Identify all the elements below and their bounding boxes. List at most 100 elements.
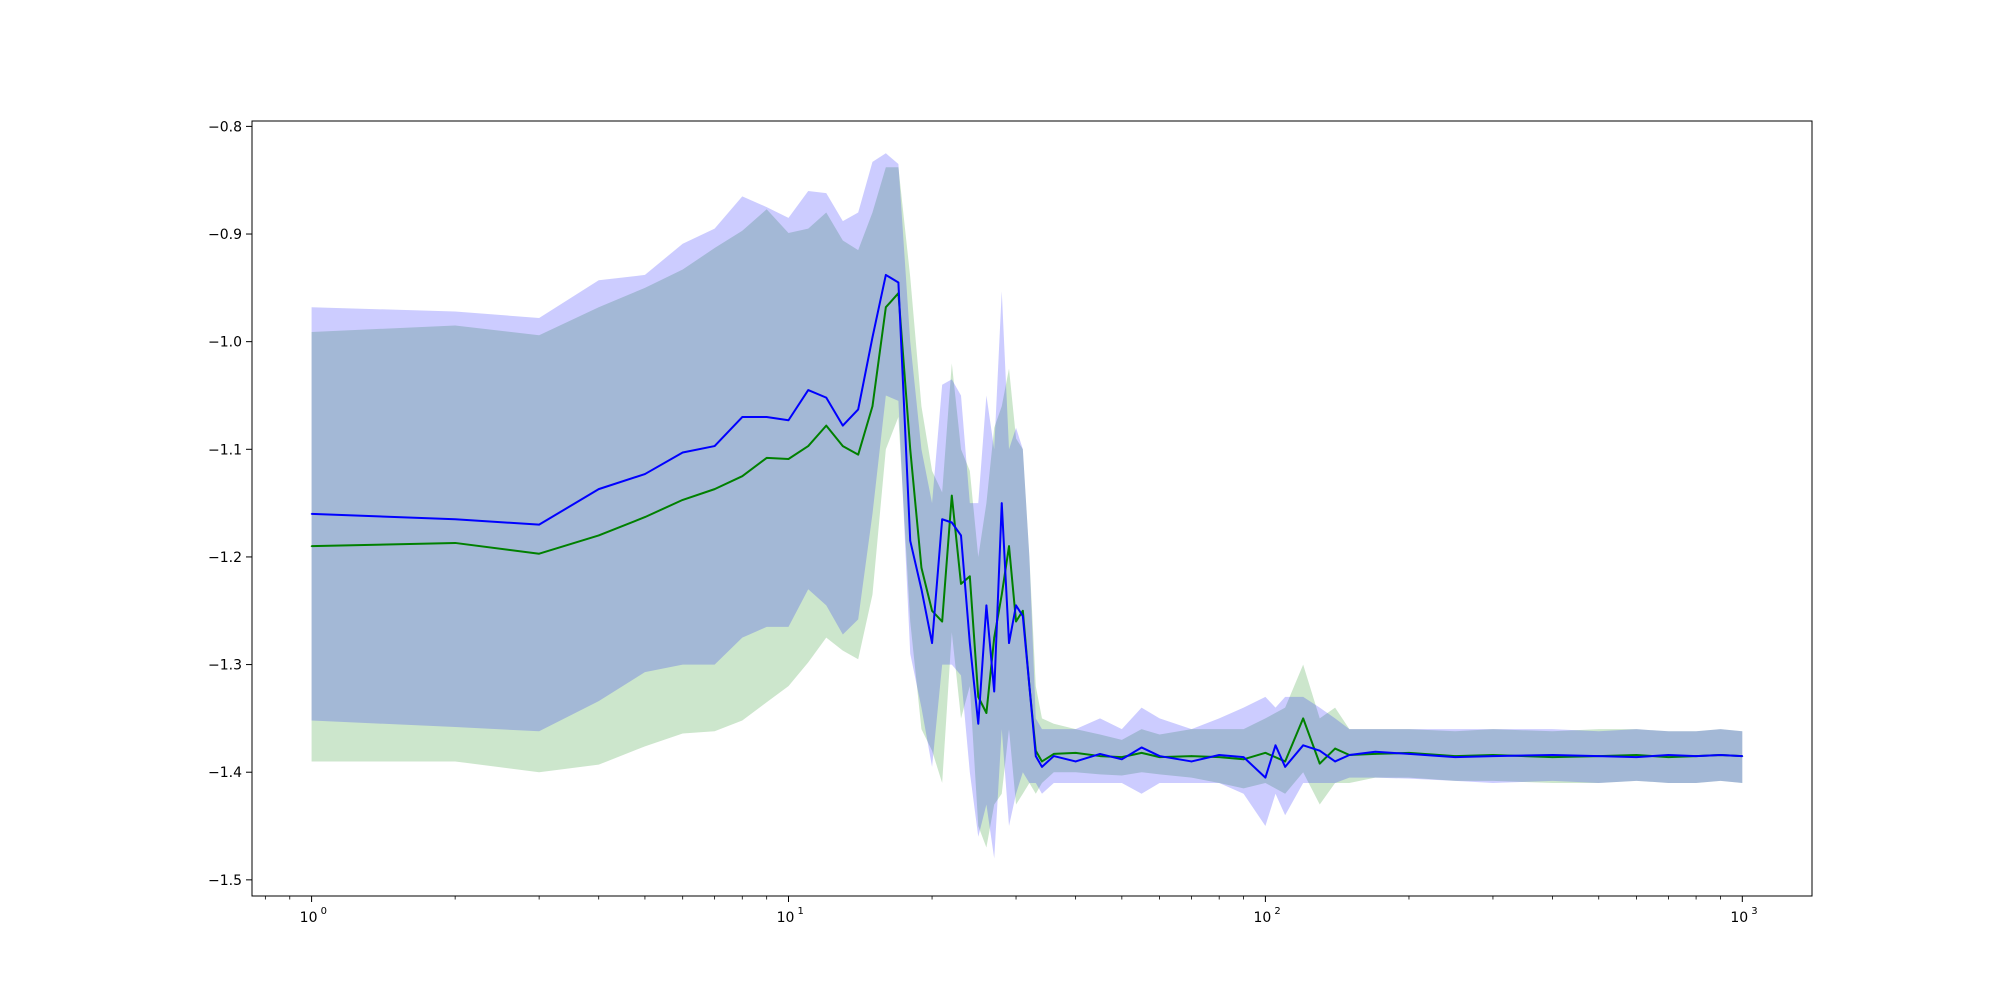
point-blue (960, 534, 962, 537)
point-blue (931, 642, 933, 644)
x-axis: 10 0 10 1 10 2 10 3 (264, 896, 1758, 926)
point-green (857, 453, 859, 456)
point-green (741, 475, 744, 478)
point-green (538, 552, 540, 555)
point-blue (1158, 755, 1161, 757)
y-tick-label: −1.1 (208, 442, 242, 458)
point-blue (1334, 760, 1336, 763)
point-green (920, 566, 923, 569)
point-blue (1121, 758, 1123, 761)
y-tick-label: −1.5 (208, 873, 242, 889)
point-blue (1348, 754, 1351, 756)
point-green (1318, 762, 1321, 765)
point-blue (1099, 753, 1101, 755)
band-blue (311, 153, 1743, 859)
point-green (1099, 755, 1101, 757)
point-blue (1242, 756, 1245, 758)
point-green (310, 545, 313, 547)
point-green (909, 448, 912, 451)
point-blue (538, 523, 540, 526)
y-tick-label: −0.8 (208, 119, 242, 135)
point-green (1074, 752, 1077, 754)
point-blue (1041, 766, 1043, 768)
x-tick-label: 10 (1253, 910, 1271, 926)
point-green (1041, 760, 1043, 763)
point-blue (1551, 754, 1554, 756)
point-green (1022, 609, 1024, 612)
point-blue (713, 445, 716, 447)
point-green (765, 457, 768, 459)
y-axis: −0.8 −0.9 −1.0 −1.1 −1.2 −1.3 −1.4 −1.5 (208, 119, 252, 889)
point-blue (1695, 755, 1697, 757)
point-green (1242, 758, 1245, 761)
point-green (1218, 756, 1220, 758)
point-green (454, 542, 456, 544)
point-blue (857, 408, 859, 411)
point-green (1635, 754, 1638, 756)
point-blue (1053, 755, 1055, 757)
bands-layer (311, 153, 1743, 859)
point-blue (1274, 744, 1277, 747)
point-green (951, 494, 953, 497)
point-green (1284, 760, 1286, 763)
point-green (885, 306, 887, 309)
point-blue (787, 419, 790, 422)
point-green (960, 583, 962, 585)
point-green (1121, 756, 1123, 758)
point-blue (1667, 754, 1670, 756)
point-blue (1302, 744, 1304, 747)
point-blue (765, 416, 768, 418)
point-blue (885, 274, 887, 276)
point-blue (1034, 755, 1037, 757)
point-green (1000, 593, 1003, 596)
point-blue (1492, 755, 1494, 757)
point-green (1667, 756, 1670, 758)
point-blue (644, 473, 646, 475)
y-tick-label: −1.3 (208, 658, 242, 674)
point-blue (1074, 760, 1077, 763)
point-green (1008, 545, 1010, 547)
point-blue (985, 604, 988, 607)
point-green (713, 488, 716, 490)
y-tick-label: −1.0 (208, 335, 242, 351)
point-blue (1015, 604, 1017, 607)
point-blue (741, 416, 744, 418)
point-blue (897, 281, 900, 284)
point-blue (1218, 754, 1220, 756)
x-tick-label: 10 (1730, 910, 1748, 926)
x-tick-exponent: 3 (1751, 906, 1757, 917)
point-green (1264, 752, 1267, 754)
point-green (969, 575, 971, 578)
point-blue (1454, 756, 1456, 758)
point-blue (909, 539, 912, 542)
point-blue (1408, 753, 1410, 755)
point-blue (1000, 502, 1003, 504)
band-green (311, 167, 1743, 848)
point-blue (1140, 746, 1143, 749)
point-blue (1264, 776, 1267, 779)
point-blue (951, 521, 953, 524)
point-blue (842, 424, 844, 427)
x-tick-exponent: 2 (1274, 906, 1280, 917)
point-green (597, 534, 600, 537)
point-blue (807, 389, 810, 391)
point-green (1551, 756, 1554, 758)
y-tick-label: −1.4 (208, 765, 242, 781)
point-blue (1028, 685, 1031, 687)
point-blue (1741, 755, 1744, 757)
point-blue (454, 518, 456, 521)
x-tick-exponent: 1 (797, 906, 803, 917)
point-blue (920, 588, 923, 591)
point-blue (1719, 754, 1722, 756)
x-tick-label: 10 (777, 910, 795, 926)
point-blue (941, 518, 943, 521)
point-green (1015, 620, 1017, 623)
series-line-green (311, 292, 1743, 765)
point-green (977, 696, 980, 698)
point-green (931, 609, 933, 612)
point-blue (969, 642, 971, 644)
point-blue (1318, 749, 1321, 752)
point-green (1374, 753, 1377, 755)
